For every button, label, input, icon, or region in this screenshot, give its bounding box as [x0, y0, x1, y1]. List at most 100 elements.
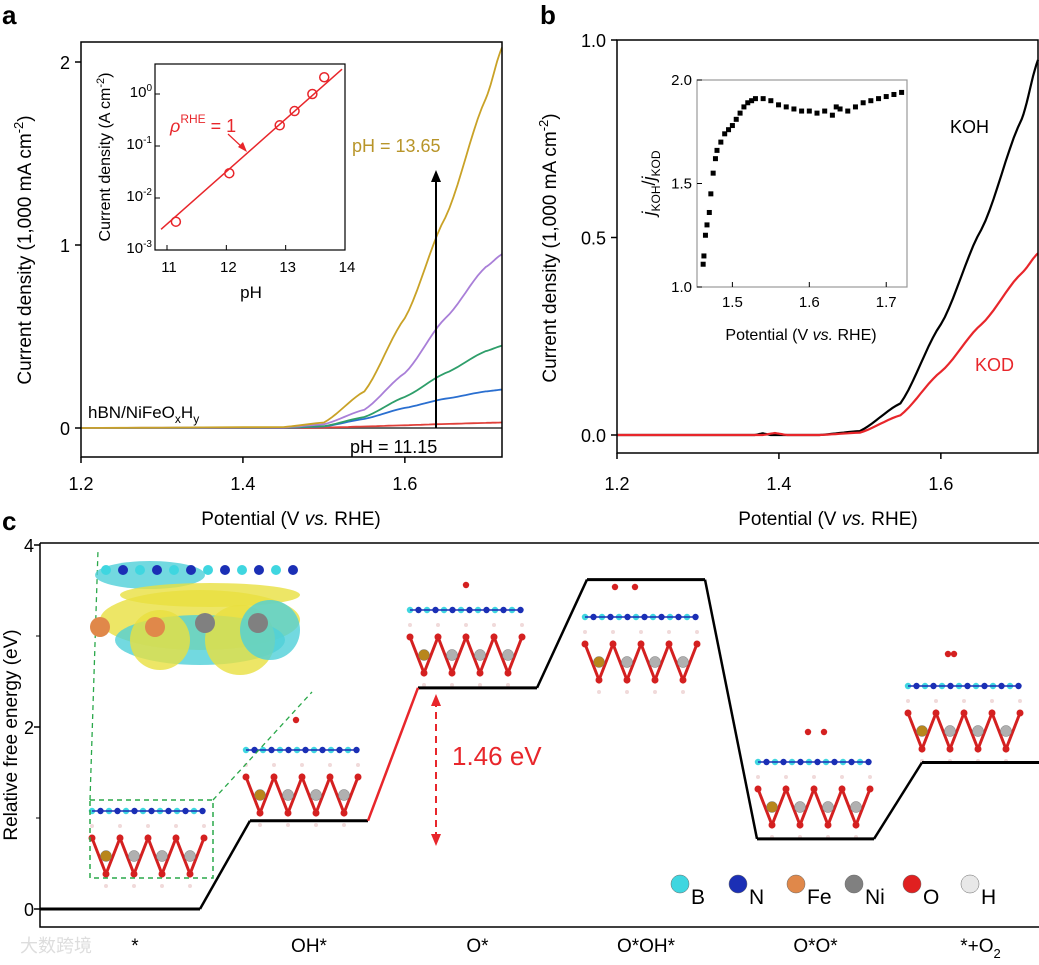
sample-label: hBN/NiFeOxHy [88, 403, 199, 426]
x-tick-label: 1.4 [230, 474, 255, 494]
hydrogen-atom [695, 630, 699, 634]
inset-a-marks: 11 12 13 14 100 10-1 10-2 10-3 [126, 68, 355, 276]
data-point [768, 98, 774, 104]
hbn-atom [865, 758, 872, 766]
hbn-atom [169, 565, 179, 575]
oxygen-atom [130, 870, 138, 878]
metal-atom [338, 789, 350, 801]
hydrogen-atom [520, 623, 524, 627]
charge-density-inset [90, 561, 300, 675]
oxygen-atom [665, 640, 673, 648]
hydrogen-atom [132, 884, 136, 888]
data-point [307, 88, 318, 100]
data-point [891, 91, 897, 97]
legend-label: N [749, 886, 764, 909]
oxygen-atom [810, 785, 818, 793]
isosurface-blob [240, 600, 300, 660]
oxygen-atom [406, 633, 414, 641]
oxygen-atom [158, 870, 166, 878]
data-point [822, 108, 828, 114]
inset-b-frame [696, 79, 908, 288]
oxygen-atom [340, 809, 348, 817]
y-tick-label: 100 [130, 83, 153, 101]
panel-label-b: b [540, 0, 556, 30]
hbn-atom [288, 565, 298, 575]
hydrogen-atom [174, 824, 178, 828]
hbn-atom [517, 606, 524, 614]
hydrogen-atom [146, 824, 150, 828]
category-label: O*O* [793, 936, 838, 957]
data-point [814, 110, 820, 116]
oxygen-atom [144, 834, 152, 842]
zoom-guide [212, 691, 313, 801]
legend-label: Ni [865, 886, 885, 909]
y-tick-label: 0 [24, 900, 34, 920]
data-point [712, 156, 718, 162]
x-tick-label: 1.7 [876, 294, 897, 311]
oxygen-atom [852, 821, 860, 829]
adsorbate-atom [820, 728, 828, 736]
metal-atom [677, 656, 689, 668]
oxygen-atom [581, 640, 589, 648]
hydrogen-atom [202, 824, 206, 828]
y-tick-label: 10-1 [126, 135, 152, 153]
x-tick-label: 1.6 [799, 294, 820, 311]
data-point [791, 106, 797, 112]
oxygen-atom [448, 669, 456, 677]
legend-label: H [981, 886, 996, 909]
data-point [833, 104, 839, 110]
y-tick-label: 1.0 [581, 31, 606, 51]
legend-kod: KOD [975, 355, 1014, 375]
atom-fe-icon [786, 874, 806, 894]
oxygen-atom [518, 633, 526, 641]
panel-label-c: c [2, 506, 16, 536]
oxygen-atom [754, 785, 762, 793]
legend-label: Fe [807, 886, 832, 909]
hydrogen-atom [160, 884, 164, 888]
adsorbate-atom [611, 583, 619, 591]
oxygen-atom [298, 773, 306, 781]
x-tick-label: 1.4 [766, 474, 791, 494]
y-tick-label: 0 [60, 419, 70, 439]
adsorbate-atom [950, 650, 958, 658]
metal-atom [916, 725, 928, 737]
oxygen-atom [172, 834, 180, 842]
hydrogen-atom [667, 630, 671, 634]
data-point [318, 71, 330, 83]
data-point [776, 102, 782, 108]
transition-line-1 [198, 820, 252, 910]
data-point [722, 131, 728, 137]
data-point [274, 120, 285, 131]
panel-a-inset: 11 12 13 14 100 10-1 10-2 10-3 pH Current densi… [95, 63, 355, 302]
oxygen-atom [242, 773, 250, 781]
x-tick-label: 13 [279, 259, 296, 276]
isosurface-blob [130, 610, 190, 670]
hydrogen-atom [286, 823, 290, 827]
hydrogen-atom [653, 690, 657, 694]
structure-oo [754, 728, 874, 839]
x-tick-label: 1.5 [722, 294, 743, 311]
metal-atom [446, 649, 458, 661]
hbn-atom [186, 565, 196, 575]
hydrogen-atom [934, 699, 938, 703]
panel-a-curves [80, 47, 503, 429]
data-point [702, 232, 708, 238]
metal-atom [248, 613, 268, 633]
metal-atom [282, 789, 294, 801]
arrow-down-icon [431, 834, 441, 846]
data-point [708, 191, 714, 197]
y-tick-label: 1.0 [671, 279, 692, 296]
oxygen-atom [200, 834, 208, 842]
data-point [706, 209, 712, 215]
data-point [883, 94, 889, 100]
metal-atom [184, 850, 196, 862]
oxygen-atom [988, 709, 996, 717]
data-point [704, 222, 710, 228]
data-point [729, 123, 735, 129]
hydrogen-atom [784, 775, 788, 779]
hydrogen-atom [328, 763, 332, 767]
panel-b-chart: 1.2 1.4 1.6 0.0 0.5 1.0 Potential (V vs. RHE)… [536, 31, 1039, 530]
metal-atom [418, 649, 430, 661]
hbn-atom [152, 565, 162, 575]
